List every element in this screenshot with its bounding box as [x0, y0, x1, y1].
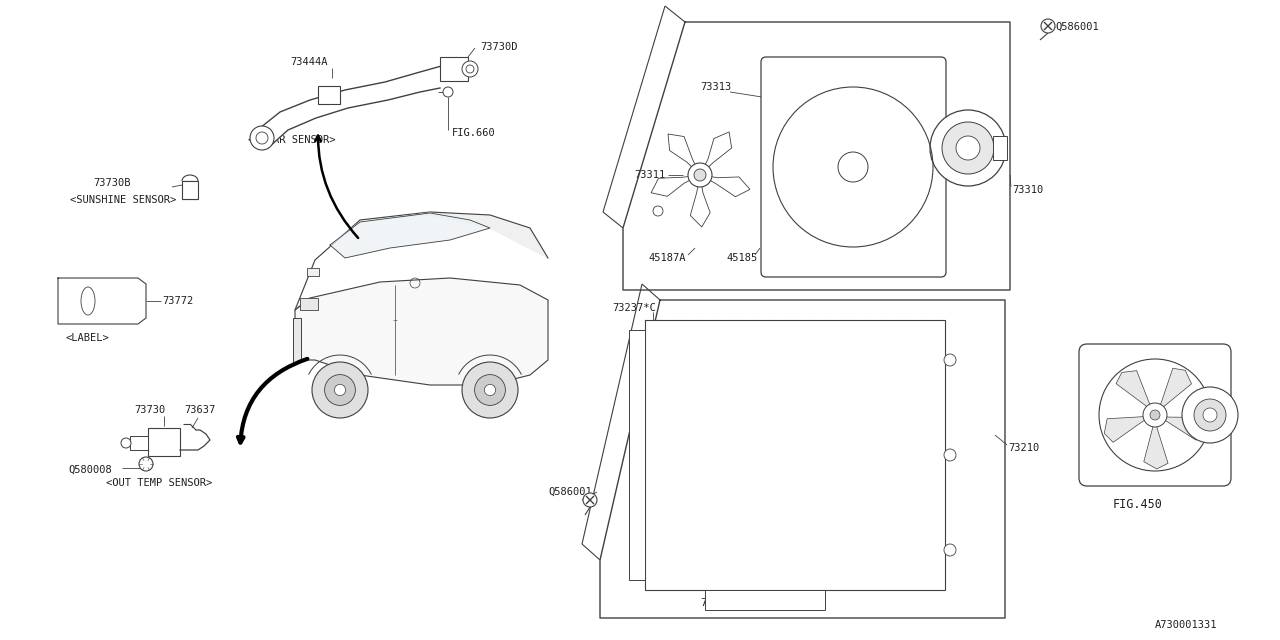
- Text: 73444A: 73444A: [291, 57, 328, 67]
- Polygon shape: [1155, 368, 1192, 415]
- Polygon shape: [668, 134, 700, 175]
- Text: 73730B: 73730B: [93, 178, 131, 188]
- Bar: [993, 136, 1007, 160]
- Circle shape: [1143, 403, 1167, 427]
- Bar: [293, 318, 301, 362]
- Bar: [440, 57, 468, 81]
- Polygon shape: [623, 22, 1010, 290]
- Text: FIG.450: FIG.450: [1114, 497, 1162, 511]
- Polygon shape: [330, 213, 490, 258]
- Bar: [628, 330, 645, 580]
- Circle shape: [689, 163, 712, 187]
- Polygon shape: [600, 300, 1005, 618]
- Circle shape: [122, 438, 131, 448]
- Circle shape: [462, 362, 518, 418]
- Circle shape: [484, 385, 495, 396]
- Text: FIG.660: FIG.660: [452, 128, 495, 138]
- Text: 73311: 73311: [634, 170, 666, 180]
- Circle shape: [945, 354, 956, 366]
- Polygon shape: [690, 175, 710, 227]
- Text: <LABEL>: <LABEL>: [67, 333, 110, 343]
- Polygon shape: [294, 212, 548, 310]
- Text: 45185: 45185: [726, 253, 758, 263]
- Text: <SUNSHINE SENSOR>: <SUNSHINE SENSOR>: [70, 195, 177, 205]
- Text: 73637: 73637: [184, 405, 215, 415]
- Circle shape: [250, 126, 274, 150]
- Polygon shape: [652, 175, 700, 196]
- Text: 45131: 45131: [893, 190, 924, 200]
- Circle shape: [653, 206, 663, 216]
- Text: 73772: 73772: [163, 296, 193, 306]
- Text: <OUT TEMP SENSOR>: <OUT TEMP SENSOR>: [106, 478, 212, 488]
- Circle shape: [462, 61, 477, 77]
- Circle shape: [140, 457, 154, 471]
- Circle shape: [1041, 19, 1055, 33]
- Bar: [148, 428, 180, 456]
- Circle shape: [325, 374, 356, 405]
- Text: Q586001: Q586001: [1055, 22, 1098, 32]
- Bar: [307, 268, 319, 276]
- Circle shape: [945, 449, 956, 461]
- Text: 45187A: 45187A: [648, 253, 686, 263]
- Circle shape: [334, 385, 346, 396]
- Polygon shape: [294, 278, 548, 385]
- Bar: [645, 320, 945, 590]
- Text: 73237*B: 73237*B: [700, 598, 744, 608]
- FancyBboxPatch shape: [762, 57, 946, 277]
- Circle shape: [1149, 410, 1160, 420]
- Circle shape: [942, 122, 995, 174]
- Polygon shape: [1144, 415, 1169, 469]
- Circle shape: [1194, 399, 1226, 431]
- Circle shape: [475, 374, 506, 405]
- Circle shape: [945, 544, 956, 556]
- Circle shape: [582, 493, 596, 507]
- FancyBboxPatch shape: [1079, 344, 1231, 486]
- Circle shape: [694, 169, 707, 181]
- Text: 73730: 73730: [134, 405, 165, 415]
- Bar: [300, 298, 317, 310]
- Bar: [131, 436, 148, 450]
- Text: 73210: 73210: [1009, 443, 1039, 453]
- Polygon shape: [58, 278, 146, 324]
- Text: 73730D: 73730D: [480, 42, 517, 52]
- Polygon shape: [260, 65, 445, 148]
- Bar: [705, 590, 826, 610]
- Bar: [182, 181, 198, 199]
- Circle shape: [956, 136, 980, 160]
- Text: 73237*C: 73237*C: [612, 303, 655, 313]
- Text: 73237*A: 73237*A: [800, 345, 844, 355]
- Polygon shape: [1155, 415, 1207, 440]
- Text: Q586001: Q586001: [548, 487, 591, 497]
- Text: <INCAR SENSOR>: <INCAR SENSOR>: [248, 135, 335, 145]
- Polygon shape: [1105, 415, 1155, 442]
- Circle shape: [443, 87, 453, 97]
- Text: 73313: 73313: [700, 82, 731, 92]
- Text: 73310: 73310: [1012, 185, 1043, 195]
- Text: Q580008: Q580008: [68, 465, 111, 475]
- Circle shape: [1181, 387, 1238, 443]
- Circle shape: [312, 362, 369, 418]
- Circle shape: [838, 152, 868, 182]
- Polygon shape: [1116, 371, 1155, 415]
- Circle shape: [931, 110, 1006, 186]
- Text: A730001331: A730001331: [1155, 620, 1217, 630]
- Circle shape: [1203, 408, 1217, 422]
- Polygon shape: [700, 175, 750, 196]
- Bar: [317, 86, 340, 104]
- Polygon shape: [700, 132, 732, 175]
